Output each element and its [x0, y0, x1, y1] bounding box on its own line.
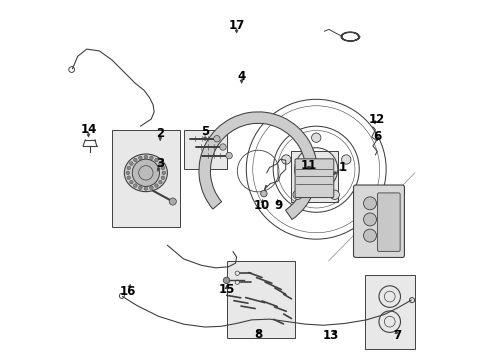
Bar — [112, 130, 180, 226]
Circle shape — [127, 176, 130, 180]
Text: 10: 10 — [253, 199, 269, 212]
Circle shape — [149, 186, 153, 190]
Circle shape — [292, 190, 302, 199]
Circle shape — [144, 155, 147, 159]
Circle shape — [138, 156, 142, 159]
Circle shape — [363, 229, 376, 242]
Circle shape — [133, 184, 137, 188]
Text: 9: 9 — [274, 199, 282, 212]
Circle shape — [154, 158, 158, 162]
Circle shape — [158, 162, 162, 165]
Circle shape — [129, 162, 133, 165]
Circle shape — [311, 133, 320, 142]
Text: 6: 6 — [372, 130, 381, 144]
Circle shape — [281, 155, 290, 164]
Circle shape — [127, 166, 130, 170]
Circle shape — [213, 135, 220, 142]
Circle shape — [260, 190, 266, 197]
Circle shape — [169, 198, 176, 205]
Circle shape — [225, 152, 232, 159]
Circle shape — [161, 166, 164, 170]
Circle shape — [149, 156, 153, 159]
Circle shape — [126, 171, 129, 175]
Bar — [290, 151, 337, 202]
FancyBboxPatch shape — [353, 185, 404, 257]
Circle shape — [132, 159, 159, 186]
Text: 15: 15 — [218, 283, 234, 296]
FancyBboxPatch shape — [294, 159, 333, 198]
Text: 13: 13 — [322, 329, 338, 342]
Circle shape — [223, 277, 229, 284]
Text: 14: 14 — [80, 123, 97, 136]
Text: 11: 11 — [300, 159, 317, 172]
Wedge shape — [199, 112, 317, 220]
Bar — [183, 130, 226, 169]
Text: 4: 4 — [237, 69, 245, 82]
Circle shape — [363, 213, 376, 226]
Circle shape — [329, 190, 339, 199]
Text: 12: 12 — [368, 113, 385, 126]
Text: 17: 17 — [228, 19, 244, 32]
Text: 16: 16 — [120, 285, 136, 298]
Bar — [226, 261, 294, 338]
Circle shape — [138, 186, 142, 190]
Circle shape — [161, 176, 164, 180]
Circle shape — [162, 171, 165, 175]
Circle shape — [129, 180, 133, 184]
Circle shape — [158, 180, 162, 184]
Circle shape — [144, 187, 147, 190]
Circle shape — [363, 197, 376, 210]
Text: 1: 1 — [338, 161, 346, 174]
Circle shape — [219, 144, 226, 150]
Text: 7: 7 — [392, 329, 400, 342]
Circle shape — [133, 158, 137, 162]
Text: 3: 3 — [156, 157, 164, 170]
FancyBboxPatch shape — [377, 193, 399, 251]
Text: 2: 2 — [156, 127, 164, 140]
Circle shape — [341, 155, 350, 164]
Circle shape — [154, 184, 158, 188]
Text: 5: 5 — [201, 125, 209, 138]
Bar — [364, 275, 414, 348]
Text: 8: 8 — [254, 328, 263, 341]
Ellipse shape — [124, 154, 167, 192]
